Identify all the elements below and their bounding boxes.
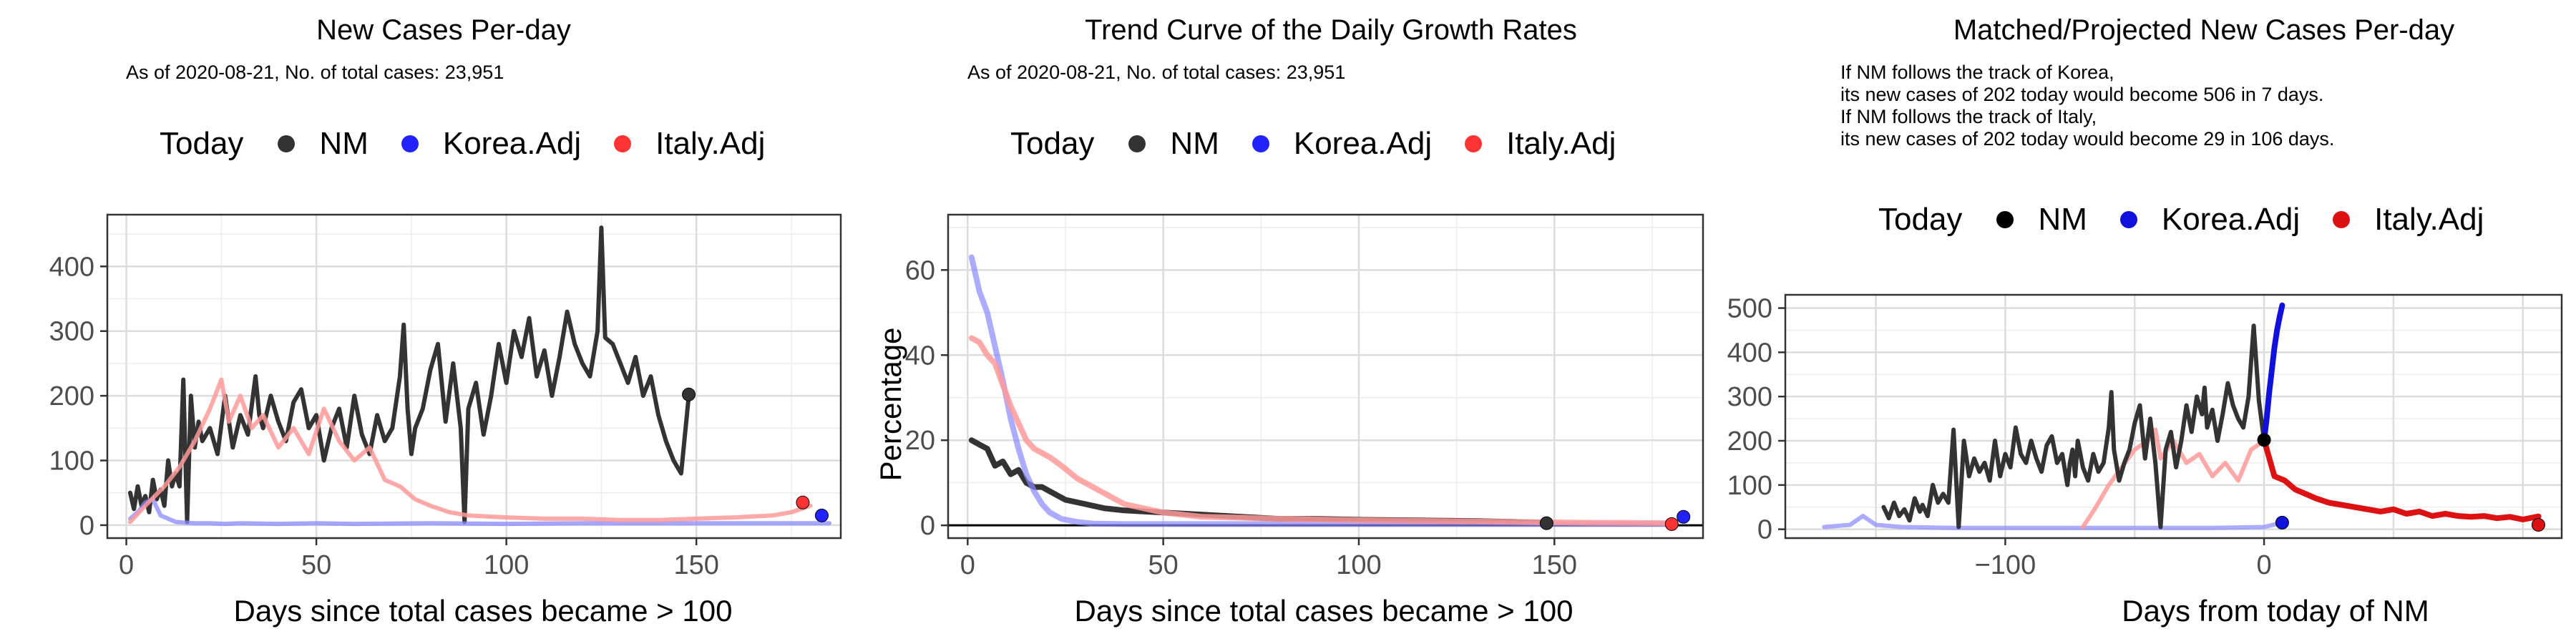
- note-line: its new cases of 202 today would become …: [1840, 128, 2335, 150]
- today-point: [2275, 515, 2289, 530]
- today-point: [2531, 517, 2545, 532]
- y-tick-label: 200: [49, 381, 94, 411]
- x-axis-label: Days since total cases became > 100: [1074, 594, 1574, 628]
- chart-title: Matched/Projected New Cases Per-day: [1953, 14, 2455, 46]
- legend-key-italy: [614, 135, 632, 152]
- plot-border: [947, 213, 1704, 540]
- series-line: [127, 225, 691, 525]
- y-tick-label: 100: [1727, 471, 1772, 501]
- series-line: [968, 335, 1675, 527]
- x-tick-label: 100: [484, 550, 529, 580]
- legend: Today NM Korea.Adj Italy.Adj: [160, 126, 798, 162]
- chart-subtitle: As of 2020-08-21, No. of total cases: 23…: [967, 62, 1346, 83]
- chart-subtitle: As of 2020-08-21, No. of total cases: 23…: [126, 62, 504, 83]
- chart-title: Trend Curve of the Daily Growth Rates: [1085, 14, 1577, 46]
- y-tick-label: 300: [49, 317, 94, 347]
- legend: Today NM Korea.Adj Italy.Adj: [1010, 126, 1649, 162]
- legend-label-italy: Italy.Adj: [2374, 202, 2484, 237]
- series-line: [2261, 436, 2542, 522]
- legend-title: Today: [160, 126, 244, 161]
- legend-title: Today: [1878, 202, 1963, 237]
- grid: [948, 215, 1703, 538]
- y-tick-label: 400: [49, 252, 94, 282]
- today-point: [1539, 516, 1553, 530]
- note-line: its new cases of 202 today would become …: [1840, 84, 2324, 105]
- y-tick-label: 60: [905, 255, 935, 286]
- legend-key-italy: [2333, 211, 2351, 228]
- x-axis-label: Days from today of NM: [2122, 594, 2429, 628]
- y-tick-label: 40: [905, 341, 935, 371]
- legend-label-korea: Korea.Adj: [442, 126, 582, 161]
- plot-area: 0 50 100 150 0 100 200 300 400: [49, 213, 842, 580]
- plot-border: [1784, 293, 2563, 540]
- grid: [107, 215, 841, 538]
- note-line: If NM follows the track of Italy,: [1840, 106, 2097, 127]
- plot-area: 0 50 100 150 0 20 40 60: [905, 213, 1704, 580]
- y-tick-label: 0: [1757, 515, 1772, 545]
- panel-growth-rates: Trend Curve of the Daily Growth Rates As…: [859, 0, 1717, 644]
- series-line: [1881, 323, 2267, 530]
- y-tick-label: 500: [1727, 294, 1772, 324]
- series-line: [1822, 514, 2285, 530]
- projection-notes: If NM follows the track of Korea, its ne…: [1840, 62, 2334, 150]
- x-axis-label: Days since total cases became > 100: [233, 594, 733, 628]
- legend-key-italy: [1465, 135, 1483, 152]
- chart-title: New Cases Per-day: [316, 14, 571, 46]
- y-tick-label: 20: [905, 426, 935, 456]
- x-tick-label: 0: [2257, 550, 2272, 580]
- legend: Today NM Korea.Adj Italy.Adj: [1878, 202, 2517, 238]
- today-point: [2257, 433, 2271, 447]
- legend-label-nm: NM: [2038, 202, 2087, 237]
- panel-new-cases: New Cases Per-day As of 2020-08-21, No. …: [0, 0, 859, 644]
- legend-label-italy: Italy.Adj: [655, 126, 766, 161]
- y-tick-label: 300: [1727, 382, 1772, 412]
- series-line: [2261, 302, 2285, 443]
- series-line: [127, 377, 813, 525]
- legend-label-nm: NM: [1170, 126, 1219, 161]
- x-tick-label: 150: [1532, 550, 1577, 580]
- today-point: [1664, 517, 1679, 531]
- legend-title: Today: [1010, 126, 1095, 161]
- x-tick-label: 0: [960, 550, 975, 580]
- today-point: [814, 508, 829, 522]
- legend-key-nm: [278, 135, 296, 152]
- y-tick-label: 200: [1727, 426, 1772, 457]
- y-tick-label: 0: [79, 511, 94, 541]
- legend-key-korea: [1252, 135, 1269, 152]
- today-point: [682, 387, 696, 401]
- y-axis-label: Percentage: [874, 327, 907, 482]
- panel-projected: Matched/Projected New Cases Per-day If N…: [1717, 0, 2576, 644]
- x-tick-label: 100: [1336, 550, 1381, 580]
- legend-label-korea: Korea.Adj: [1293, 126, 1433, 161]
- x-tick-label: 0: [119, 550, 134, 580]
- note-line: If NM follows the track of Korea,: [1840, 62, 2114, 83]
- series-line: [968, 254, 1675, 527]
- x-tick-label: 50: [301, 550, 331, 580]
- y-tick-label: 400: [1727, 338, 1772, 368]
- series-line: [968, 437, 1550, 527]
- today-point: [1677, 509, 1691, 524]
- legend-key-korea: [401, 135, 419, 152]
- plot-border: [106, 213, 842, 540]
- series-line: [127, 497, 832, 527]
- legend-key-nm: [1128, 135, 1146, 152]
- x-tick-label: 50: [1148, 550, 1179, 580]
- legend-key-nm: [1996, 211, 2014, 228]
- today-point: [796, 495, 810, 509]
- x-tick-label: 150: [673, 550, 718, 580]
- grid: [1785, 295, 2562, 538]
- y-tick-label: 0: [920, 511, 935, 541]
- legend-key-korea: [2119, 211, 2137, 228]
- y-tick-label: 100: [49, 447, 94, 477]
- plot-area: −100 0 0 100 200 300 400 500: [1727, 293, 2563, 580]
- x-tick-label: −100: [1975, 550, 2036, 580]
- legend-label-nm: NM: [319, 126, 369, 161]
- legend-label-italy: Italy.Adj: [1506, 126, 1616, 161]
- legend-label-korea: Korea.Adj: [2161, 202, 2301, 237]
